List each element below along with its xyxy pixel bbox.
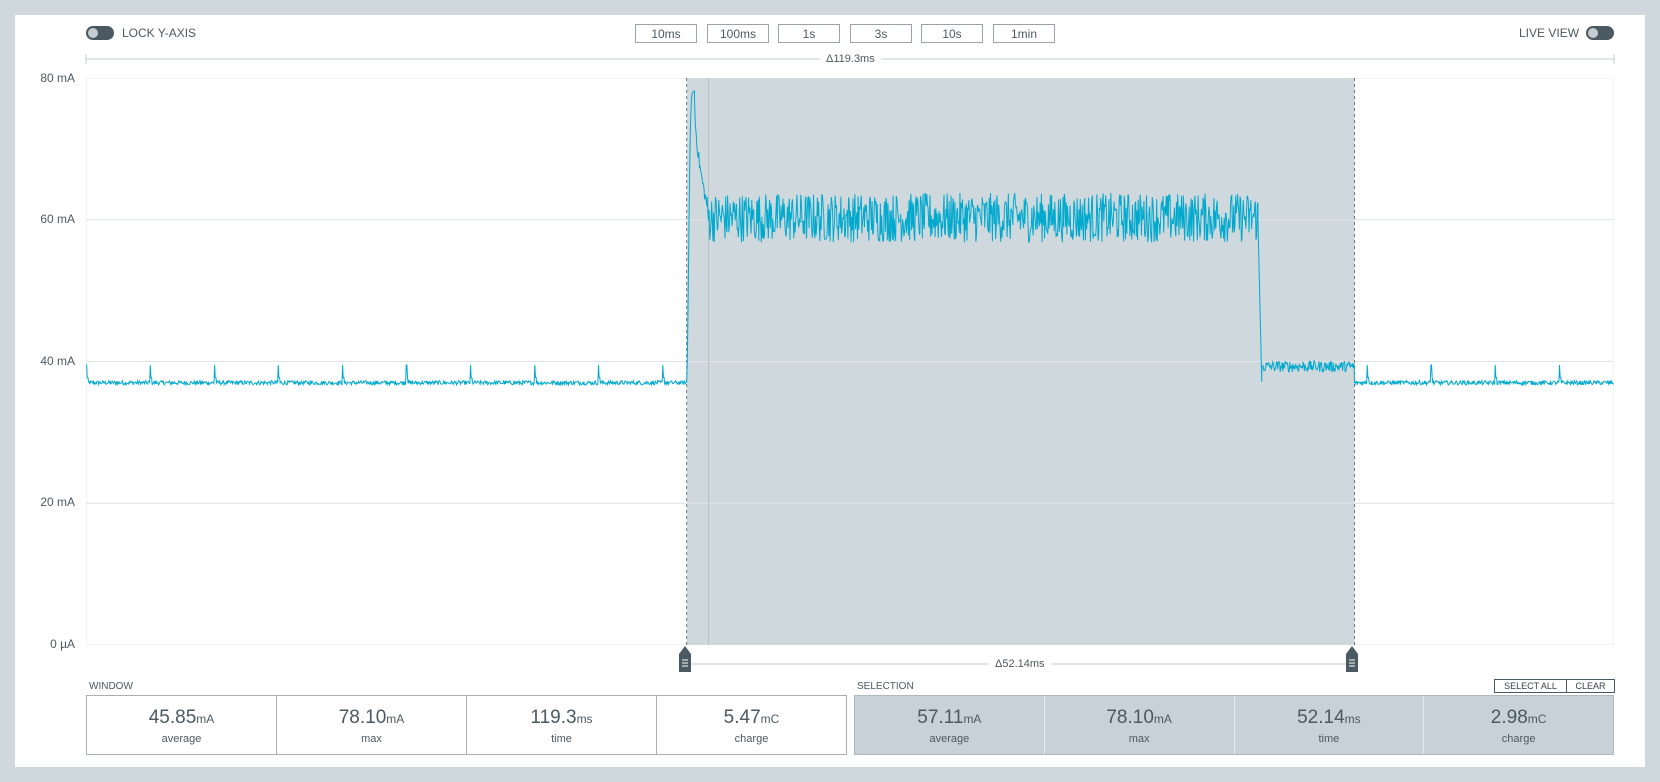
selection-charge-value: 2.98 [1490,707,1528,728]
selection-delta-label: Δ52.14ms [989,658,1051,670]
selection-max-unit: mA [1153,712,1172,726]
window-charge-value: 5.47 [723,707,761,728]
selection-charge: 2.98mC charge [1424,696,1613,754]
y-tick-label: 20 mA [40,495,75,509]
lock-y-axis-label: LOCK Y-AXIS [122,26,197,40]
selection-average-unit: mA [963,712,982,726]
selection-max-value: 78.10 [1106,707,1154,728]
window-average-unit: mA [196,712,215,726]
window-max-label: max [361,733,382,745]
selection-left-handle[interactable] [677,646,693,674]
window-delta-label: Δ119.3ms [820,53,881,65]
window-charge: 5.47mC charge [657,696,846,754]
window-charge-unit: mC [760,712,780,726]
window-average-label: average [161,733,202,745]
window-time-value: 119.3 [530,707,577,728]
timeframe-button-10s[interactable]: 10s [921,24,983,43]
window-time-unit: ms [576,712,593,726]
selection-average-value: 57.11 [917,707,964,728]
window-time-label: time [551,733,572,745]
selection-max: 78.10mA max [1045,696,1235,754]
current-chart[interactable] [86,78,1614,645]
window-stats: 45.85mA average 78.10mA max 119.3ms time… [86,695,847,755]
selection-right-handle[interactable] [1344,646,1360,674]
window-charge-label: charge [734,733,769,745]
selection-time-label: time [1318,733,1340,745]
selection-time: 52.14ms time [1235,696,1425,754]
timeframe-button-100ms[interactable]: 100ms [707,24,769,43]
y-tick-label: 0 µA [50,637,75,651]
window-max-value: 78.10 [338,707,387,728]
toggle-knob [88,28,98,38]
y-tick-label: 60 mA [40,212,75,226]
y-tick-label: 40 mA [40,354,75,368]
timeframe-button-3s[interactable]: 3s [850,24,912,43]
select-all-button[interactable]: SELECT ALL [1494,679,1567,693]
live-view-label: LIVE VIEW [1519,26,1580,40]
timeframe-button-1min[interactable]: 1min [993,24,1055,43]
selection-average: 57.11mA average [855,696,1045,754]
clear-button[interactable]: CLEAR [1566,679,1615,693]
selection-section-label: SELECTION [857,681,914,692]
y-tick-label: 80 mA [40,71,75,85]
selection-time-unit: ms [1344,712,1361,726]
selection-max-label: max [1128,733,1150,745]
window-average-value: 45.85 [148,707,197,728]
window-average: 45.85mA average [87,696,277,754]
window-max: 78.10mA max [277,696,467,754]
window-section-label: WINDOW [89,681,133,692]
lock-y-axis-toggle[interactable] [86,26,114,40]
current-trace [86,90,1614,387]
selection-charge-unit: mC [1527,712,1547,726]
window-max-unit: mA [386,712,405,726]
timeframe-button-1s[interactable]: 1s [778,24,840,43]
selection-stats: 57.11mA average 78.10mA max 52.14ms time… [854,695,1614,755]
selection-average-label: average [929,733,970,745]
window-time: 119.3ms time [467,696,657,754]
timeframe-button-10ms[interactable]: 10ms [635,24,697,43]
toggle-knob [1588,28,1598,38]
selection-time-value: 52.14 [1297,707,1345,728]
selection-charge-label: charge [1501,733,1536,745]
live-view-toggle[interactable] [1586,26,1614,40]
